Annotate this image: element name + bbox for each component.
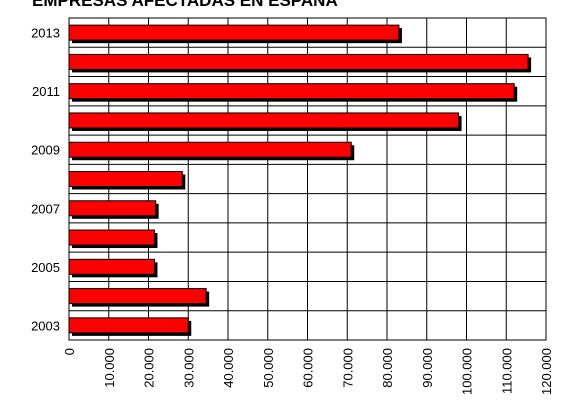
y-tick-label-2013: 2013 bbox=[31, 26, 60, 41]
x-tick-label: 110.000 bbox=[499, 348, 514, 394]
y-tick-label-2007: 2007 bbox=[31, 201, 60, 216]
y-tick-label-2011: 2011 bbox=[32, 84, 60, 99]
bar-2010 bbox=[68, 112, 460, 129]
bar-2012 bbox=[68, 53, 529, 70]
y-tick-label-2003: 2003 bbox=[31, 318, 60, 333]
x-tick-label: 60.000 bbox=[301, 348, 316, 388]
y-tick-label-2009: 2009 bbox=[31, 143, 60, 158]
x-tick-label: 30.000 bbox=[181, 348, 196, 388]
y-tick-label-2005: 2005 bbox=[31, 260, 60, 275]
y-axis-tick-labels: 2003 2005 2007 2009 2011 2013 bbox=[31, 26, 60, 334]
x-tick-label: 120.000 bbox=[539, 348, 554, 395]
x-tick-label: 50.000 bbox=[261, 348, 276, 388]
bar-2013 bbox=[68, 24, 400, 41]
x-tick-label: 20.000 bbox=[142, 348, 157, 388]
plot-area-frame bbox=[68, 17, 547, 341]
x-tick-label: 80.000 bbox=[380, 348, 395, 388]
bar-2005 bbox=[68, 258, 155, 275]
bar-2007 bbox=[68, 200, 157, 217]
x-tick-label: 0 bbox=[62, 348, 77, 355]
x-tick-label: 40.000 bbox=[221, 348, 236, 388]
bar-2003 bbox=[68, 317, 189, 334]
x-tick-label: 100.000 bbox=[460, 348, 475, 395]
bar-2009 bbox=[68, 141, 352, 158]
bar-2011 bbox=[68, 83, 515, 100]
x-tick-label: 90.000 bbox=[420, 348, 435, 388]
bar-2006 bbox=[68, 229, 155, 246]
x-tick-label: 70.000 bbox=[340, 348, 355, 388]
chart-title: EMPRESAS AFECTADAS EN ESPAÑA bbox=[32, 0, 338, 10]
x-tick-label: 10.000 bbox=[102, 348, 117, 388]
bar-2004 bbox=[68, 288, 207, 305]
bars bbox=[68, 24, 532, 336]
x-axis-tick-labels: 0 10.000 20.000 30.000 40.000 50.000 60.000 70.… bbox=[62, 348, 554, 395]
bar-2008 bbox=[68, 171, 183, 187]
